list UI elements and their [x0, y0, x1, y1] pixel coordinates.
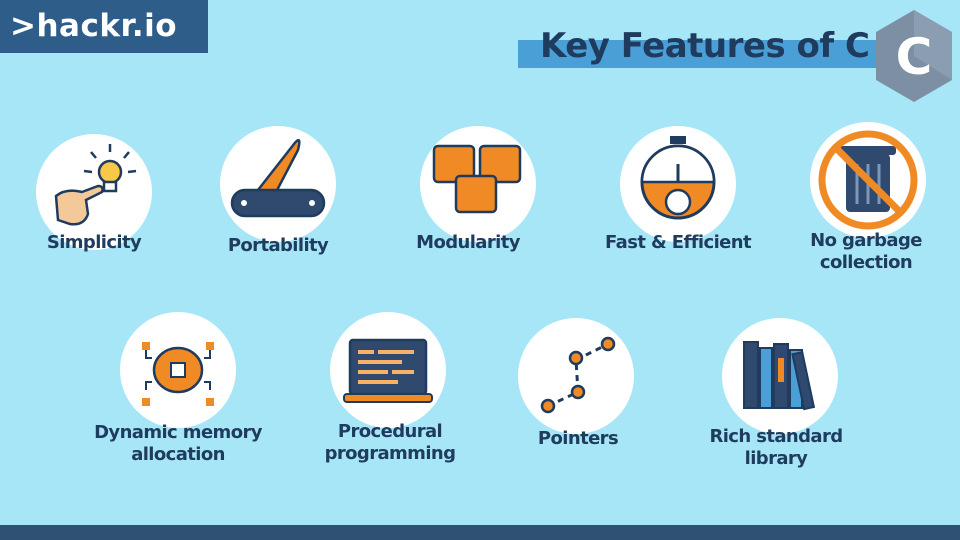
code-window-icon [330, 312, 446, 428]
brain-chip-icon [120, 312, 236, 428]
bookshelf-icon [722, 318, 838, 434]
connected-points-icon [518, 318, 634, 434]
c-language-hexagon-icon: C [872, 8, 956, 104]
feature-label-portability: Portability [227, 235, 329, 256]
simplicity-icon [36, 134, 152, 250]
modules-blocks-icon [420, 126, 536, 242]
hackr-logo[interactable]: >hackr.io [0, 0, 208, 53]
feature-label-rich-standard-library: Rich standard library [709, 426, 843, 469]
feature-label-no-garbage-collection: No garbage collection [810, 230, 922, 273]
footer-bar [0, 525, 960, 540]
stopwatch-gear-icon [620, 126, 736, 242]
feature-label-dynamic-memory: Dynamic memory allocation [94, 422, 262, 465]
no-trash-can-icon [810, 122, 926, 238]
pocket-knife-icon [220, 126, 336, 242]
feature-label-pointers: Pointers [537, 428, 619, 449]
page-title: Key Features of C [540, 26, 870, 66]
feature-label-fast-efficient: Fast & Efficient [605, 232, 752, 253]
title-highlight-bar [518, 40, 888, 68]
feature-label-modularity: Modularity [416, 232, 520, 253]
c-badge-letter: C [896, 28, 933, 86]
feature-label-procedural-programming: Procedural programming [324, 421, 456, 464]
feature-label-simplicity: Simplicity [46, 232, 142, 253]
